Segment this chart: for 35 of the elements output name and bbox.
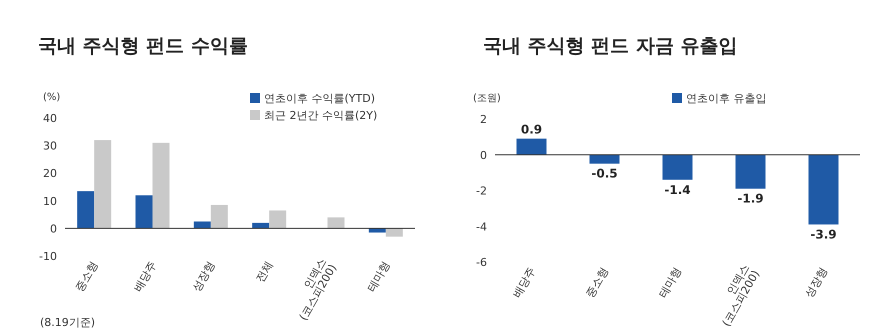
data-label: -1.9 bbox=[737, 192, 764, 206]
bar bbox=[77, 191, 94, 228]
bar bbox=[328, 217, 344, 228]
legend-label: 연초이후 유출입 bbox=[686, 92, 766, 105]
y-tick-label: 0 bbox=[50, 222, 57, 236]
y-tick-label: -2 bbox=[476, 184, 487, 198]
bar bbox=[152, 142, 170, 228]
legend-label: 최근 2년간 수익률(2Y) bbox=[264, 109, 378, 122]
y-tick-label: 30 bbox=[43, 140, 57, 153]
bar bbox=[252, 222, 270, 228]
y-tick-label: 10 bbox=[43, 194, 57, 208]
data-label: -3.9 bbox=[810, 227, 837, 242]
chart-title: 국내 주식형 펀드 자금 유출입 bbox=[483, 35, 738, 57]
bar bbox=[386, 228, 403, 237]
bar bbox=[136, 195, 152, 228]
bar bbox=[269, 210, 286, 228]
bar bbox=[194, 222, 211, 228]
y-tick-label: 2 bbox=[480, 113, 487, 126]
bar bbox=[210, 204, 228, 228]
text: (8.19기준) bbox=[40, 316, 96, 329]
chart-title: 국내 주식형 펀드 수익률 bbox=[38, 35, 248, 57]
data-label: -1.4 bbox=[664, 182, 691, 197]
y-tick-label: -6 bbox=[476, 256, 487, 269]
y-axis-title: (%) bbox=[43, 92, 60, 103]
y-tick-label: 0 bbox=[480, 148, 487, 162]
y-axis-title: (조원) bbox=[473, 93, 501, 104]
y-tick-label: -10 bbox=[39, 250, 57, 263]
y-tick-label: 40 bbox=[43, 112, 57, 125]
data-label: 0.9 bbox=[520, 122, 542, 137]
y-tick-label: -4 bbox=[476, 220, 487, 234]
bar bbox=[94, 140, 112, 228]
legend-label: 연초이후 수익률(YTD) bbox=[264, 92, 375, 105]
data-label: -0.5 bbox=[591, 166, 618, 181]
y-tick-label: 20 bbox=[43, 167, 57, 180]
x-tick-label: 전체 bbox=[254, 259, 276, 285]
